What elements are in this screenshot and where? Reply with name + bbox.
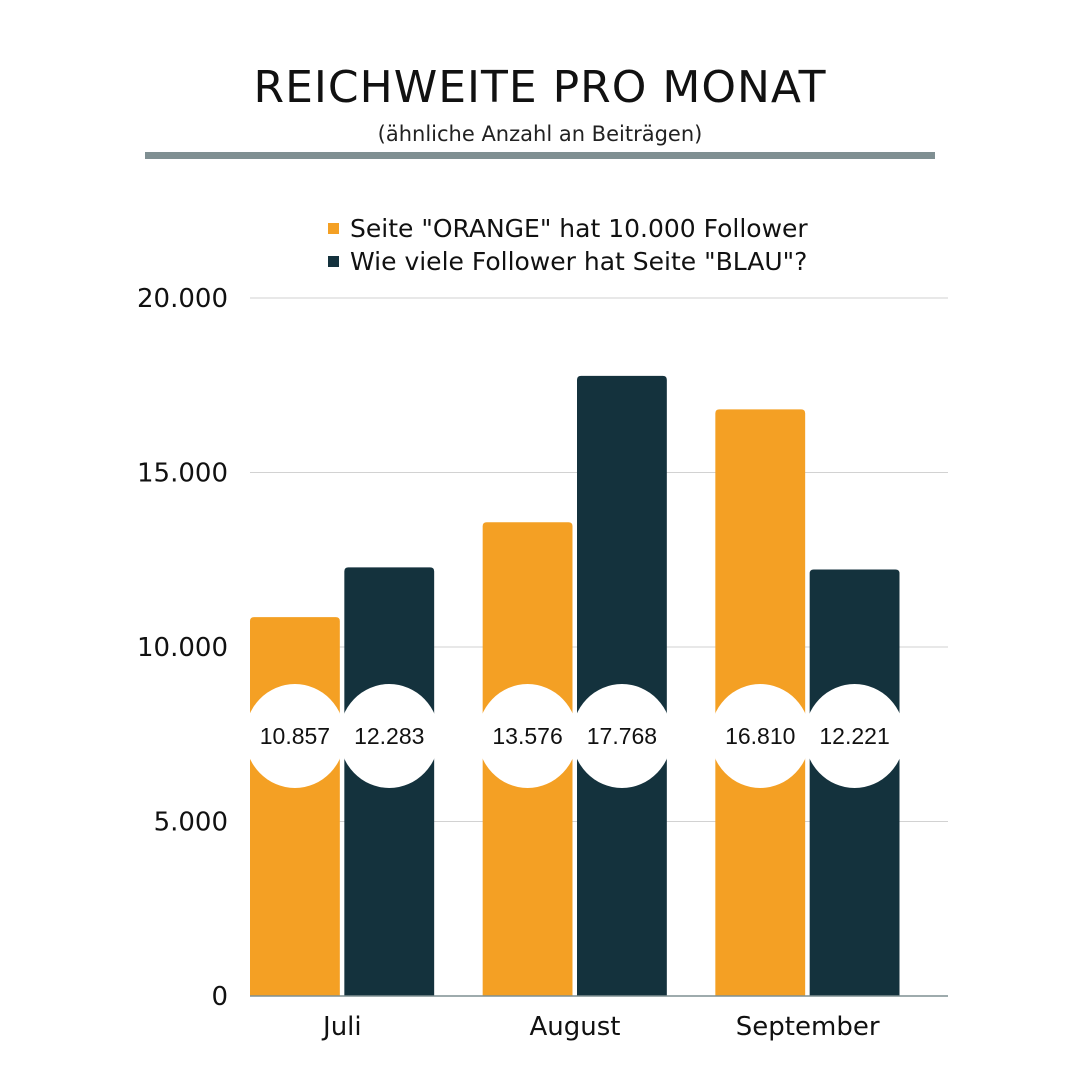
data-label: 10.857 [260, 723, 330, 749]
data-label-bubble [339, 684, 440, 788]
x-tick-label: August [530, 1012, 621, 1042]
legend-label-orange: Seite "ORANGE" hat 10.000 Follower [350, 214, 808, 243]
legend-swatch-blue [328, 256, 339, 267]
y-tick-label: 10.000 [137, 633, 228, 663]
data-label: 12.283 [354, 723, 424, 749]
data-label-bubble [244, 684, 345, 788]
data-label-bubble [710, 684, 811, 788]
chart-subtitle: (ähnliche Anzahl an Beiträgen) [377, 122, 703, 146]
x-tick-label: Juli [321, 1012, 362, 1042]
x-tick-label: September [736, 1012, 880, 1042]
data-label: 13.576 [492, 723, 562, 749]
legend-item-orange: Seite "ORANGE" hat 10.000 Follower [328, 212, 808, 245]
y-tick-label: 0 [211, 982, 228, 1012]
legend-label-blue: Wie viele Follower hat Seite "BLAU"? [350, 247, 808, 276]
data-label: 17.768 [587, 723, 657, 749]
y-tick-label: 20.000 [137, 284, 228, 314]
y-tick-label: 15.000 [137, 459, 228, 489]
data-label: 16.810 [725, 723, 795, 749]
data-label: 12.221 [819, 723, 889, 749]
data-label-bubble [804, 684, 905, 788]
y-tick-label: 5.000 [154, 808, 228, 838]
legend-item-blue: Wie viele Follower hat Seite "BLAU"? [328, 245, 808, 278]
bar-orange-juli [250, 617, 340, 996]
data-label-bubble [477, 684, 578, 788]
legend-swatch-orange [328, 223, 339, 234]
title-divider [145, 152, 935, 159]
data-label-bubble [571, 684, 672, 788]
legend: Seite "ORANGE" hat 10.000 Follower Wie v… [328, 212, 808, 278]
chart-title: REICHWEITE PRO MONAT [253, 62, 827, 113]
